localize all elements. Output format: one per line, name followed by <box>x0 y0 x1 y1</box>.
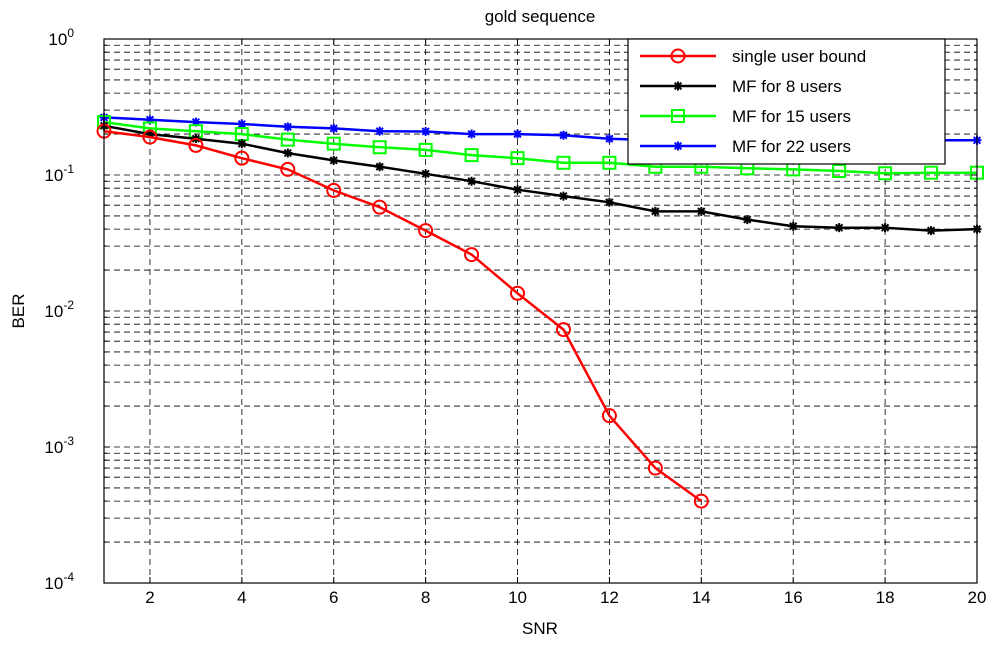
legend-item: single user bound <box>640 47 866 66</box>
data-point <box>464 148 479 163</box>
data-point <box>467 129 477 139</box>
series-1 <box>96 123 709 509</box>
legend-label: MF for 8 users <box>732 77 842 96</box>
x-tick-label: 14 <box>692 588 711 607</box>
data-point <box>510 285 526 301</box>
x-tick-label: 10 <box>508 588 527 607</box>
data-point <box>421 169 431 179</box>
x-tick-label: 18 <box>876 588 895 607</box>
data-point <box>788 221 798 231</box>
chart-title: gold sequence <box>485 7 596 26</box>
y-tick-label: 10-1 <box>44 162 74 185</box>
data-point <box>926 226 936 236</box>
data-point <box>650 206 660 216</box>
x-tick-label: 2 <box>145 588 154 607</box>
x-tick-label: 12 <box>600 588 619 607</box>
data-point <box>601 408 617 424</box>
data-point <box>832 164 847 179</box>
x-tick-label: 4 <box>237 588 246 607</box>
data-point <box>696 206 706 216</box>
x-tick-label: 20 <box>968 588 987 607</box>
data-point <box>834 223 844 233</box>
legend-marker <box>671 109 685 123</box>
data-point <box>280 161 296 177</box>
y-tick-label: 10-3 <box>44 434 74 457</box>
data-point <box>464 247 480 263</box>
series-line <box>103 124 978 232</box>
data-point <box>418 223 434 239</box>
x-tick-label: 8 <box>421 588 430 607</box>
x-tick-label: 6 <box>329 588 338 607</box>
legend-marker <box>673 81 683 91</box>
y-axis-label: BER <box>9 294 28 329</box>
data-point <box>329 123 339 133</box>
legend: single user bound MF for 8 users MF for 15… <box>627 38 946 165</box>
data-point <box>237 139 247 149</box>
data-point <box>188 137 204 153</box>
data-point <box>283 148 293 158</box>
data-point <box>421 126 431 136</box>
data-point <box>878 166 893 181</box>
data-point <box>375 126 385 136</box>
data-point <box>145 129 155 139</box>
data-point <box>326 136 341 151</box>
tick-labels: 2 4 6 8 10 12 14 16 18 20 10-4 10-3 10-2 10-1 100 <box>44 26 986 607</box>
data-point <box>375 162 385 172</box>
legend-item: MF for 8 users <box>640 77 842 96</box>
data-point <box>602 155 617 170</box>
data-point <box>280 132 295 147</box>
data-point <box>742 215 752 225</box>
data-point <box>329 155 339 165</box>
legend-item: MF for 15 users <box>640 107 851 126</box>
series-line <box>103 129 703 503</box>
legend-label: single user bound <box>732 47 866 66</box>
legend-marker <box>670 48 686 64</box>
x-tick-label: 16 <box>784 588 803 607</box>
y-tick-label: 10-4 <box>44 570 74 593</box>
legend-label: MF for 15 users <box>732 107 851 126</box>
legend-marker <box>673 141 683 151</box>
data-point <box>372 199 388 215</box>
data-point <box>237 119 247 129</box>
data-point <box>556 155 571 170</box>
y-tick-label: 100 <box>48 26 74 49</box>
data-point <box>693 493 709 509</box>
data-point <box>880 223 890 233</box>
data-point <box>604 134 614 144</box>
data-point <box>604 197 614 207</box>
data-point <box>467 176 477 186</box>
x-axis-label: SNR <box>522 619 558 638</box>
series-3 <box>97 115 984 181</box>
data-point <box>555 322 571 338</box>
series-line <box>103 120 977 175</box>
data-point <box>142 129 158 145</box>
data-point <box>326 182 342 198</box>
data-point <box>283 122 293 132</box>
data-point <box>372 140 387 155</box>
legend-label: MF for 22 users <box>732 137 851 156</box>
data-point <box>191 117 201 127</box>
data-point <box>145 115 155 125</box>
data-point <box>558 191 568 201</box>
data-point <box>513 185 523 195</box>
legend-item: MF for 22 users <box>640 137 851 156</box>
data-point <box>418 142 433 157</box>
data-point <box>558 130 568 140</box>
data-point <box>647 460 663 476</box>
data-point <box>513 129 523 139</box>
data-point <box>924 165 939 180</box>
y-tick-label: 10-2 <box>44 298 74 321</box>
data-point <box>234 150 250 166</box>
data-point <box>510 151 525 166</box>
